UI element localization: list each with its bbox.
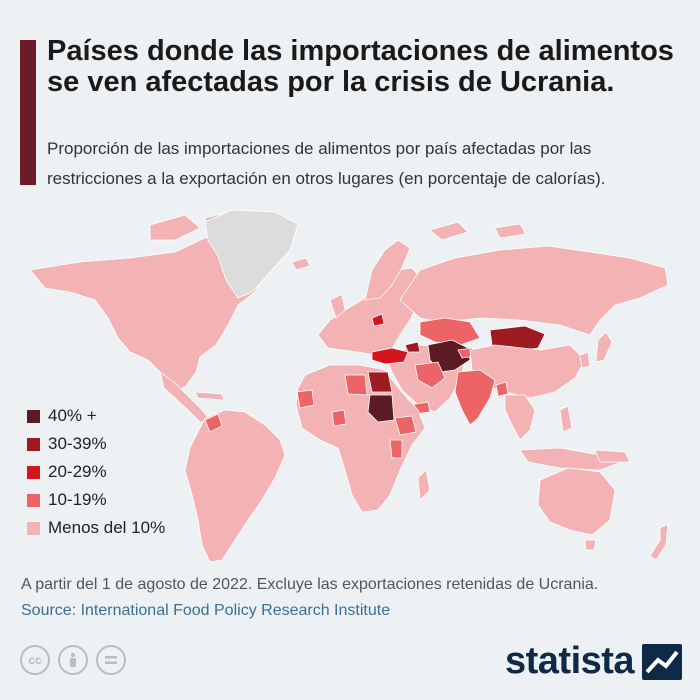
legend-item-20-29: 20-29%	[27, 458, 165, 486]
korea	[579, 351, 591, 369]
caucasus	[404, 341, 421, 353]
southeast-asia	[504, 394, 536, 441]
license-icons: cc	[20, 645, 126, 675]
australia	[537, 467, 616, 536]
legend-swatch	[27, 465, 40, 479]
chart-subtitle: Proporción de las importaciones de alime…	[47, 139, 606, 188]
statista-logo-icon	[642, 643, 683, 680]
kazakhstan	[419, 317, 481, 346]
horn-of-africa	[394, 415, 417, 436]
japan	[595, 331, 613, 363]
indonesia	[519, 447, 624, 471]
india	[454, 369, 496, 426]
chart-title: Países donde las importaciones de alimen…	[47, 35, 674, 98]
legend-label: Menos del 10%	[48, 518, 166, 537]
uk	[329, 293, 346, 319]
statista-brand[interactable]: statista	[505, 640, 683, 683]
scandinavia	[364, 239, 411, 301]
no-derivatives-icon[interactable]	[96, 645, 126, 675]
turkey	[371, 347, 409, 365]
madagascar	[417, 469, 431, 501]
legend-swatch	[27, 437, 40, 451]
belarus	[371, 313, 385, 327]
legend-label: 10-19%	[48, 490, 107, 509]
legend-swatch	[27, 409, 40, 423]
egypt	[367, 371, 393, 393]
attribution-icon[interactable]	[58, 645, 88, 675]
west-africa-country	[331, 409, 347, 427]
caribbean-islands	[194, 391, 225, 401]
legend-item-less-10: Menos del 10%	[27, 514, 165, 542]
legend-item-30-39: 30-39%	[27, 430, 165, 458]
cc-icon[interactable]: cc	[20, 645, 50, 675]
venezuela	[204, 413, 223, 433]
tasmania	[584, 539, 597, 551]
russia-north-islands	[429, 221, 527, 241]
mongolia	[489, 325, 546, 353]
new-guinea	[594, 449, 631, 463]
map-legend: 40% + 30-39% 20-29% 10-19% Menos del 10%	[27, 402, 165, 542]
mauritania	[296, 389, 315, 409]
legend-item-10-19: 10-19%	[27, 486, 165, 514]
sudan	[367, 394, 395, 423]
title-accent-bar	[20, 40, 36, 185]
legend-swatch	[27, 521, 40, 535]
footnote: A partir del 1 de agosto de 2022. Excluy…	[21, 576, 599, 593]
greenland	[204, 209, 299, 299]
iran	[414, 361, 446, 389]
east-africa-country	[389, 439, 403, 459]
world-map	[29, 209, 669, 563]
new-zealand	[649, 523, 669, 561]
legend-item-40-plus: 40% +	[27, 402, 165, 430]
libya	[344, 374, 368, 396]
legend-label: 20-29%	[48, 462, 107, 481]
source-link[interactable]: Source: International Food Policy Resear…	[21, 602, 391, 619]
legend-label: 40% +	[48, 406, 97, 425]
south-america	[184, 409, 286, 563]
bangladesh	[495, 381, 509, 397]
legend-swatch	[27, 493, 40, 507]
legend-label: 30-39%	[48, 434, 107, 453]
brand-name: statista	[505, 640, 635, 682]
philippines	[559, 405, 573, 433]
russia	[399, 245, 669, 336]
iceland	[291, 257, 311, 271]
